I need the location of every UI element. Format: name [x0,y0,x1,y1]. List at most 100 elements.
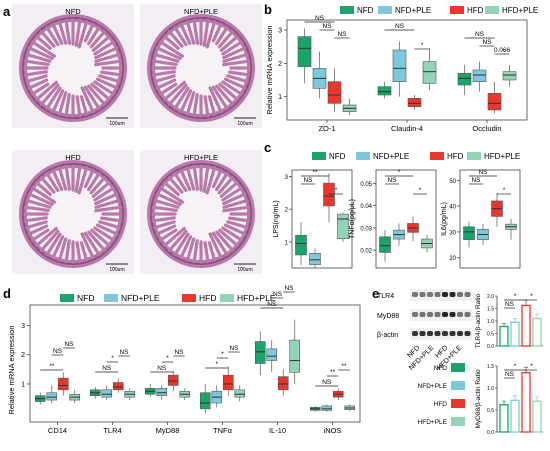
box-NFD [199,383,211,414]
villus-mark [221,226,243,242]
villus-mark [25,52,52,63]
villus-mark [23,70,48,77]
y-tick-label: 0.5 [487,408,494,414]
box-HFD [491,193,503,227]
villus-mark [35,80,58,102]
subplot-ylabel: TNFα(pg/μL) [349,199,356,239]
blot-band [412,312,418,317]
blot-band [419,292,426,297]
villus-mark [211,231,229,256]
blot-band [427,292,433,297]
y-tick-label: 1 [21,381,25,388]
villus-mark [205,20,217,49]
box-HFD+PLE [342,98,357,115]
bar [510,321,520,347]
box-NFD [309,405,321,412]
histology-tile: NFD 100um [12,4,134,128]
y-tick-label: 1 [285,240,289,246]
villus-mark [219,180,239,198]
villus-mark [45,232,62,256]
tile-title: HFD+PLE [184,153,218,162]
y-tick-label: 30 [449,230,456,236]
villus-mark [226,74,249,84]
significance-label: NS [174,349,184,356]
blot-band [434,312,441,317]
villus-mark [95,223,119,236]
box-HFD+PLE [505,219,517,240]
villus-mark [74,18,82,47]
villus-mark [79,95,89,116]
villus-mark [90,228,111,248]
blot-row-label: TLR4 [377,293,394,300]
villus-mark [39,176,56,194]
box-HFD [112,378,124,393]
lumen [155,22,247,114]
villus-mark [45,86,62,110]
villus-mark [222,59,251,67]
villus-mark [57,237,68,262]
box-body [289,339,301,373]
panel-b-tight-junction-chart: Relative mRNA expression NFD NFD+PLE HFD HF… [265,6,538,133]
villus-mark [45,172,60,193]
villus-mark [185,166,196,191]
villus-mark [163,180,180,196]
villus-mark [163,80,186,102]
villus-mark [173,26,188,47]
legend-label: NFD+PLE [373,152,409,161]
histology-tile: HFD+PLE 100um [140,150,262,274]
legend-swatch-HFD+PLE [220,294,234,302]
villus-mark [87,84,107,106]
bar [521,371,531,433]
villus-mark [98,74,121,84]
villus-mark [202,18,210,47]
villus-mark [173,86,190,110]
villus-mark [35,34,52,50]
villus-mark [155,46,182,61]
villus-mark [221,80,243,96]
significance-label: NS [284,285,294,292]
villus-mark [222,46,247,60]
panel-a-histology: NFD 100um NFD+PLE 100um HFD 100um HFD+PLE 100um [12,4,262,274]
legend-swatch-NFD+PLE [104,294,118,302]
y-tick-label: 1.0 [487,386,494,392]
significance-label: * [514,363,517,370]
category-label: MyD88 [156,426,180,435]
villus-mark [179,168,192,192]
panel-label-c: c [264,140,271,155]
significance-label: NS [53,348,63,355]
villus-mark [80,86,95,114]
villus-mark [77,20,89,49]
box-body [297,36,312,67]
lumen [27,168,119,260]
villus-mark [39,83,60,106]
box-HFD+PLE [344,404,356,411]
villus-mark [211,168,223,189]
significance-label: * [335,187,338,194]
category-label: Claudin-4 [391,124,423,133]
villus-mark [192,239,199,264]
villus-mark [87,230,107,252]
villus-mark [155,192,182,207]
villus-mark [64,18,72,45]
villus-mark [151,205,178,213]
villus-mark [95,77,119,90]
box-body [422,61,437,84]
box-NFD+PLE [477,224,489,245]
legend-label: NFD+PLE [121,293,160,303]
panel-b-ylabel: Relative mRNA expression [265,25,274,114]
legend-label: HFD+PLE [418,419,448,426]
blot-band [419,331,426,336]
panel-label-b: b [264,2,272,17]
blot-band [457,312,463,317]
villus-mark [35,180,52,196]
villus-mark [226,220,249,230]
y-tick-label: 50 [449,179,456,185]
villus-mark [23,216,48,223]
box-HFD+PLE [179,388,191,401]
villus-mark [228,216,251,223]
y-tick-label: 3 [21,323,25,330]
legend-label: HFD [467,6,484,15]
box-NFD [295,222,307,265]
significance-label: NS [478,169,488,176]
